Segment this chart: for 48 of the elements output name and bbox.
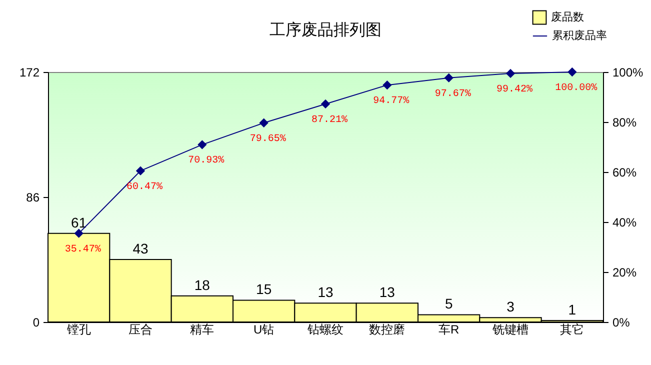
data-label: 1 <box>568 302 576 318</box>
data-label: 97.67% <box>434 88 471 100</box>
y2-tick-label: 20% <box>612 266 637 280</box>
data-label: 35.47% <box>64 244 101 256</box>
point <box>506 69 515 78</box>
point <box>198 140 206 149</box>
x-tick-label: 镗孔 <box>66 322 91 336</box>
point <box>321 100 330 108</box>
y-tick-label: 172 <box>19 66 40 80</box>
data-label: 94.77% <box>373 96 410 108</box>
y2-tick-label: 60% <box>612 166 637 180</box>
x-tick-label: 车R <box>438 322 460 336</box>
x-tick-label: 压合 <box>128 322 152 336</box>
y2-tick-label: 0% <box>612 316 630 330</box>
y2-tick-label: 40% <box>612 216 637 230</box>
data-label: 13 <box>318 284 334 300</box>
x-tick-label: 精车 <box>190 322 214 336</box>
data-label: 61 <box>71 214 87 230</box>
data-label: 18 <box>194 276 210 293</box>
point <box>136 166 145 175</box>
y2-tick-label: 100% <box>612 66 644 80</box>
chart-title: 工序废品排列图 <box>270 21 382 39</box>
data-label: 5 <box>444 296 453 312</box>
data-label: 100.00% <box>555 83 598 94</box>
data-label: 43 <box>132 240 148 256</box>
x-tick-label: 数控磨 <box>369 322 406 336</box>
data-label: 15 <box>256 281 272 298</box>
point <box>444 74 453 82</box>
data-label: 79.65% <box>250 134 286 145</box>
point <box>568 68 576 76</box>
data-label: 13 <box>379 284 396 300</box>
y-tick-label: 86 <box>26 190 40 204</box>
point <box>260 118 268 128</box>
data-label: 99.42% <box>496 84 533 96</box>
x-tick-label: U钻 <box>253 322 274 336</box>
y-tick-label: 0 <box>32 316 40 330</box>
data-label: 70.93% <box>188 156 224 167</box>
data-label: 3 <box>506 298 515 315</box>
data-label: 87.21% <box>311 114 348 126</box>
x-tick-label: 钻螺纹 <box>306 322 344 336</box>
point <box>383 80 392 90</box>
y2-tick-label: 80% <box>612 116 637 130</box>
point <box>74 229 83 238</box>
legend-label: 废品数 <box>551 10 584 24</box>
data-label: 60.47% <box>126 182 163 193</box>
x-tick-label: 其它 <box>560 322 584 336</box>
x-tick-label: 铣键槽 <box>492 322 528 336</box>
legend-label: 累积废品率 <box>552 29 607 42</box>
